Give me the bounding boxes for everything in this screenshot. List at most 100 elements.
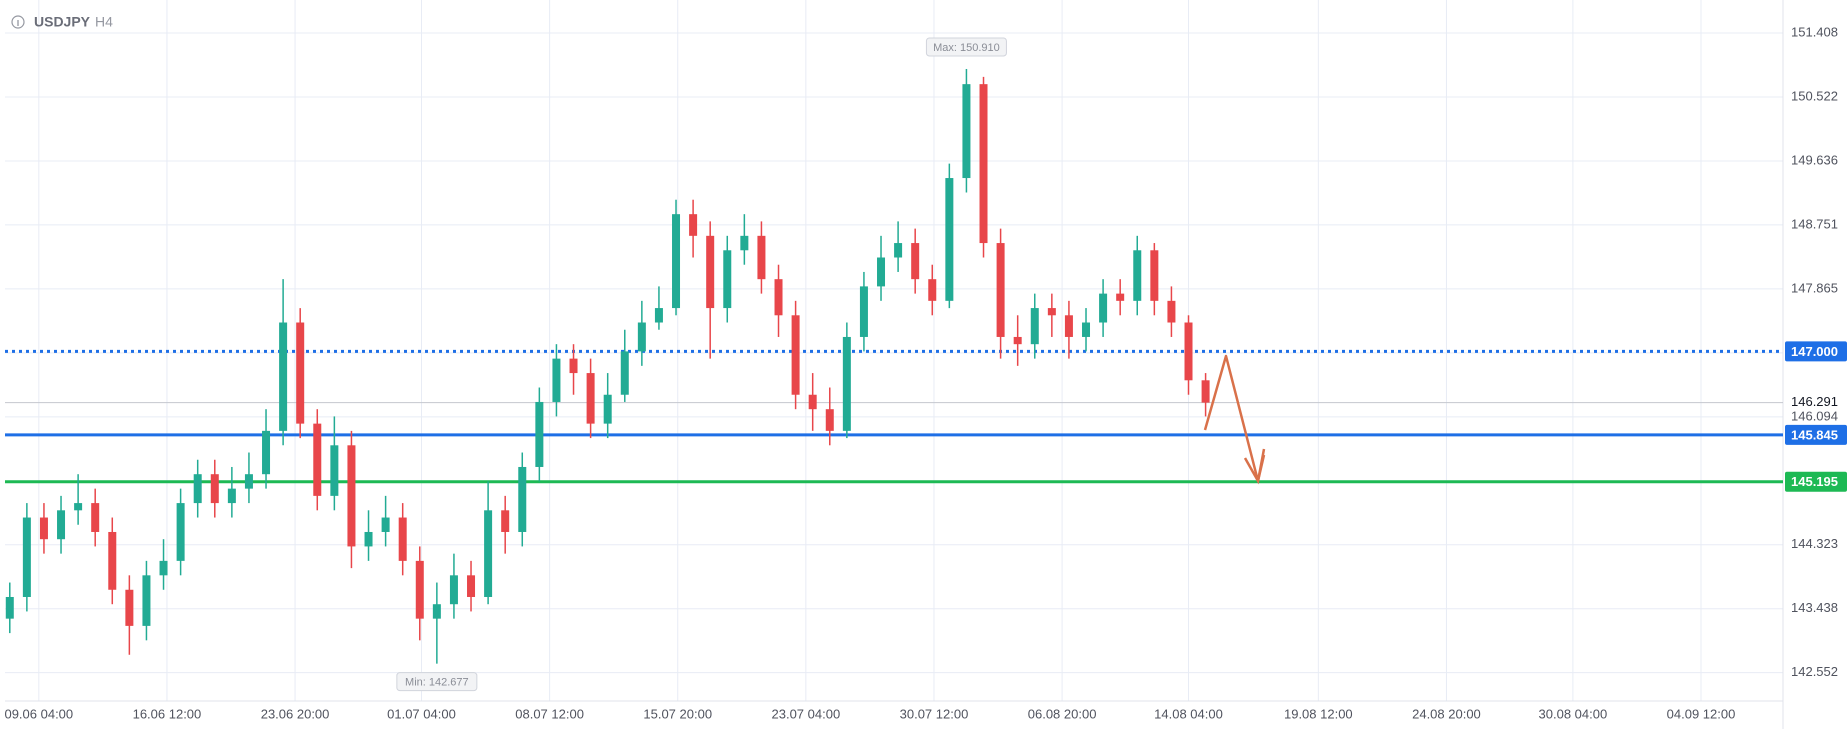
candle-body — [279, 322, 288, 431]
last-price-badge — [1785, 393, 1847, 412]
candle-body — [672, 214, 681, 309]
x-tick-label: 06.08 20:00 — [1028, 706, 1097, 721]
x-tick-label: 24.08 20:00 — [1412, 706, 1481, 721]
candle-body — [894, 243, 903, 258]
candle-body — [22, 517, 31, 597]
y-tick-label: 146.094 — [1791, 408, 1838, 423]
candle-body — [142, 575, 151, 626]
candle-body — [262, 430, 271, 475]
symbol: USDJPY — [34, 14, 91, 30]
level-label: 147.000 — [1791, 344, 1838, 359]
candle-body — [620, 351, 629, 395]
candle-body — [654, 308, 663, 323]
candle-body — [706, 235, 715, 309]
x-tick-label: 01.07 04:00 — [387, 706, 456, 721]
x-tick-label: 23.06 20:00 — [261, 706, 330, 721]
annotation-box — [925, 37, 1007, 57]
x-tick-label: 15.07 20:00 — [643, 706, 712, 721]
candle-body — [1133, 250, 1142, 301]
candle-body — [210, 474, 219, 504]
y-tick-label: 149.636 — [1791, 152, 1838, 167]
candle-body — [877, 257, 886, 287]
candle-body — [108, 531, 117, 590]
candle-body — [39, 517, 48, 540]
candle-body — [227, 488, 236, 504]
candle-body — [159, 560, 168, 576]
x-tick-label: 04.09 12:00 — [1667, 706, 1736, 721]
candle-body — [347, 445, 356, 547]
candle-body — [449, 575, 458, 605]
candle-body — [911, 243, 920, 280]
candle-body — [996, 243, 1005, 337]
candle-body — [1167, 300, 1176, 323]
candle-body — [296, 322, 305, 424]
y-tick-label: 144.323 — [1791, 536, 1838, 551]
candle-body — [637, 322, 646, 352]
candle-body — [518, 466, 527, 532]
candle-body — [501, 510, 510, 532]
candle-body — [791, 315, 800, 395]
candle-body — [244, 474, 253, 489]
x-tick-label: 30.08 04:00 — [1539, 706, 1608, 721]
candle-body — [774, 279, 783, 316]
candle-body — [808, 394, 817, 410]
candle-body — [945, 178, 954, 301]
annotation-label: Max: 150.910 — [933, 42, 1000, 54]
y-tick-label: 150.522 — [1791, 88, 1838, 103]
level-badge — [1785, 341, 1847, 362]
info-icon[interactable] — [11, 15, 25, 29]
candle-body — [552, 358, 561, 402]
candles — [5, 68, 1210, 664]
x-tick-label: 16.06 12:00 — [133, 706, 202, 721]
candle-body — [842, 336, 851, 431]
arrow-head — [1243, 454, 1266, 485]
candle-body — [1184, 322, 1193, 381]
level-label: 145.195 — [1791, 474, 1838, 489]
x-tick-label: 30.07 12:00 — [900, 706, 969, 721]
x-tick-label: 09.06 04:00 — [4, 706, 73, 721]
candle-body — [757, 235, 766, 280]
candle-body — [398, 517, 407, 561]
candle-body — [381, 517, 390, 532]
candle-body — [176, 503, 185, 561]
price-axis: 151.408150.522149.636148.751147.865146.9… — [4, 24, 1847, 721]
symbol-header: USDJPY H4 — [11, 14, 113, 30]
candle-body — [467, 575, 476, 597]
timeframe[interactable]: H4 — [95, 14, 113, 30]
candle-body — [586, 373, 595, 424]
annotation-label: Min: 142.677 — [405, 677, 469, 689]
candle-body — [330, 445, 339, 496]
candle-body — [484, 510, 493, 597]
y-tick-label: 151.408 — [1791, 24, 1838, 39]
x-tick-label: 14.08 04:00 — [1154, 706, 1223, 721]
candle-body — [364, 531, 373, 547]
candle-body — [91, 503, 100, 532]
candle-body — [962, 84, 971, 179]
candle-body — [535, 401, 544, 467]
level-label: 145.845 — [1791, 427, 1838, 442]
candle-body — [57, 510, 66, 540]
candle-body — [859, 286, 868, 337]
x-tick-label: 19.08 12:00 — [1284, 706, 1353, 721]
candle-body — [1030, 308, 1039, 345]
candle-body — [1082, 322, 1091, 337]
candle-body — [723, 250, 732, 309]
candle-body — [193, 474, 202, 504]
x-tick-label: 23.07 04:00 — [772, 706, 841, 721]
annotation-box — [396, 672, 478, 692]
candle-body — [689, 214, 698, 236]
candle-body — [1150, 250, 1159, 301]
candle-body — [1064, 315, 1073, 337]
candle-body — [74, 503, 83, 511]
candle-body — [1116, 293, 1125, 301]
y-tick-label: 148.751 — [1791, 216, 1838, 231]
candle-body — [603, 394, 612, 424]
candle-body — [125, 589, 134, 626]
candle-body — [432, 604, 441, 619]
y-tick-label: 147.865 — [1791, 280, 1838, 295]
level-badge — [1785, 424, 1847, 445]
candle-body — [928, 279, 937, 301]
